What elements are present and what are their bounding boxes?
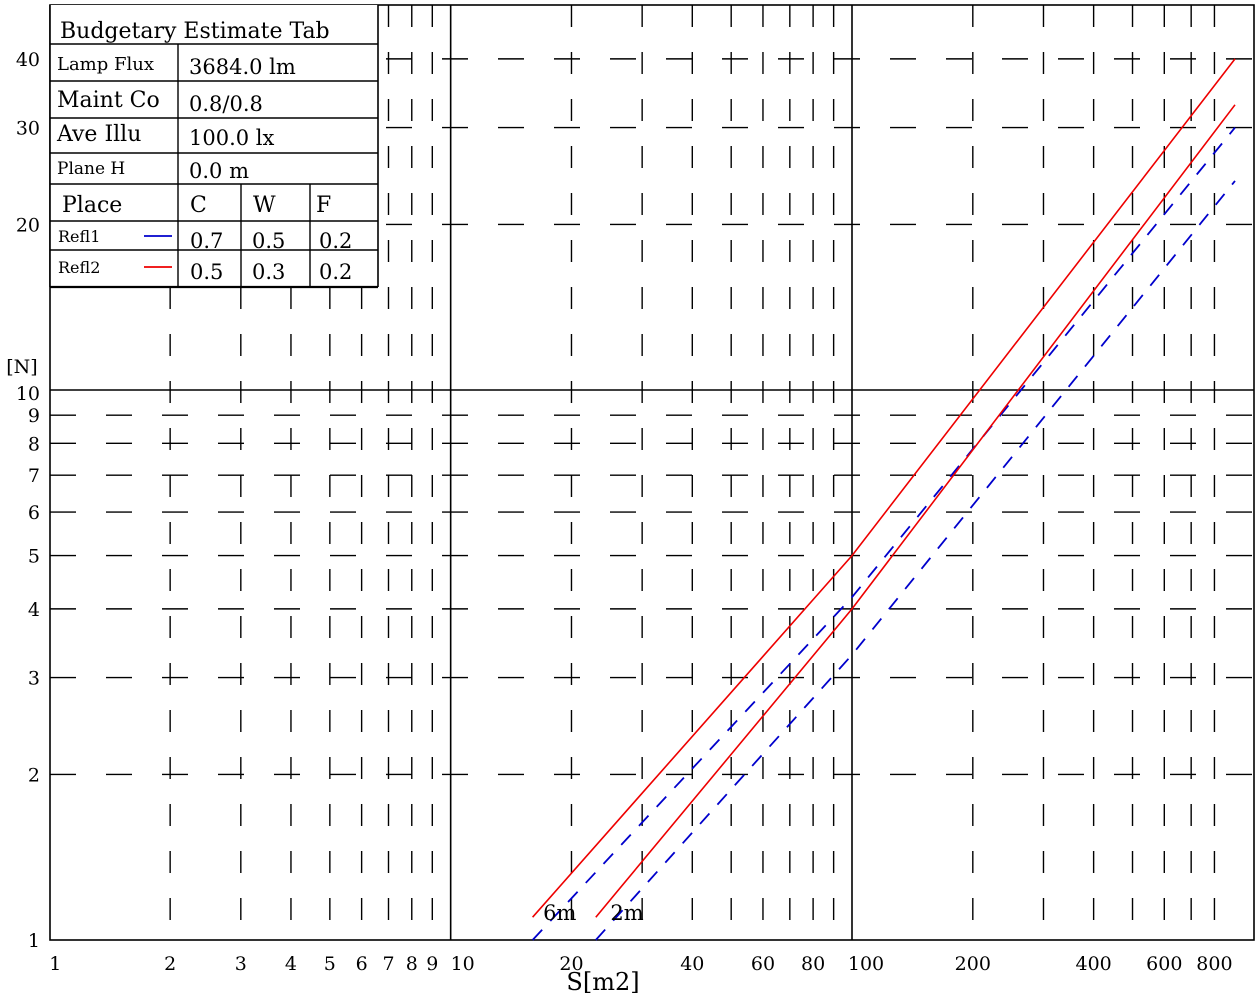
x-tick-label: 3: [235, 953, 247, 975]
x-tick-label: 6: [356, 953, 368, 975]
legend-value: 0.8/0.8: [189, 92, 263, 116]
x-tick-label: 4: [285, 953, 297, 975]
curve-label-2m: 2m: [610, 901, 643, 925]
legend-c-value: 0.7: [190, 229, 223, 253]
legend-label: Ave Illu: [56, 122, 141, 147]
x-tick-label: 1: [49, 953, 61, 975]
legend-col-header: F: [316, 193, 331, 218]
series-layer: [531, 58, 1236, 941]
legend-col-header: C: [190, 193, 207, 218]
legend-refl-label: Refl2: [58, 258, 100, 277]
x-tick-label: 400: [1075, 953, 1111, 975]
x-tick-label: 5: [324, 953, 336, 975]
tick-labels: 1 2 3 4 5 6 7 8 9 10 20 40 60 80 100 200 400 600 800123456…: [16, 49, 1233, 975]
y-tick-label: 1: [28, 930, 40, 952]
y-tick-label: 2: [28, 764, 40, 786]
y-tick-label: 10: [16, 383, 40, 405]
y-tick-label: 7: [28, 465, 40, 487]
series-line-refl1-6m: [531, 127, 1236, 941]
x-tick-label: 8: [406, 953, 418, 975]
legend-label: Lamp Flux: [57, 54, 154, 75]
x-tick-label: 600: [1146, 953, 1182, 975]
x-tick-label: 60: [751, 953, 775, 975]
legend-c-value: 0.5: [190, 260, 223, 284]
y-tick-label: 6: [28, 502, 40, 524]
legend-value: 0.0 m: [189, 159, 249, 183]
legend-col-header: W: [253, 193, 276, 218]
legend-refl-label: Refl1: [58, 227, 100, 246]
x-tick-label: 10: [451, 953, 475, 975]
x-tick-label: 2: [164, 953, 176, 975]
legend-w-value: 0.5: [252, 229, 285, 253]
legend-table: Budgetary Estimate Tab Lamp Flux 3684.0 lm…: [49, 5, 379, 289]
y-axis-title: [N]: [6, 356, 37, 378]
x-tick-label: 20: [559, 953, 583, 975]
series-line-refl1-2m: [595, 180, 1236, 941]
legend-value: 3684.0 lm: [189, 55, 296, 79]
series-line-refl2-6m: [532, 58, 1236, 918]
x-tick-label: 800: [1196, 953, 1232, 975]
legend-title: Budgetary Estimate Tab: [60, 19, 330, 44]
y-tick-label: 5: [28, 546, 40, 568]
curve-label-6m: 6m: [543, 901, 576, 925]
legend-label: Maint Co: [57, 88, 160, 113]
legend-background: [50, 5, 378, 287]
y-tick-label: 8: [28, 433, 40, 455]
legend-f-value: 0.2: [319, 260, 352, 284]
legend-label: Plane H: [57, 159, 125, 179]
x-tick-label: 40: [680, 953, 704, 975]
y-tick-label: 20: [16, 214, 40, 236]
x-axis-title: S[m2]: [566, 968, 639, 996]
y-tick-label: 4: [28, 599, 40, 621]
x-tick-label: 7: [382, 953, 394, 975]
y-tick-label: 9: [28, 405, 40, 427]
plot-border: [49, 4, 1255, 941]
y-tick-label: 40: [16, 49, 40, 71]
legend-col-header: Place: [62, 193, 122, 218]
plot-frame: [49, 4, 1255, 941]
series-line-refl2-2m: [595, 104, 1236, 918]
x-tick-label: 100: [848, 953, 884, 975]
y-tick-label: 3: [28, 668, 40, 690]
legend-value: 100.0 lx: [189, 126, 275, 150]
x-tick-label: 80: [801, 953, 825, 975]
legend-w-value: 0.3: [252, 260, 285, 284]
x-tick-label: 200: [955, 953, 991, 975]
curve-labels: 6m 2m: [543, 901, 644, 925]
y-tick-label: 30: [16, 118, 40, 140]
x-tick-label: 9: [426, 953, 438, 975]
legend-f-value: 0.2: [319, 229, 352, 253]
